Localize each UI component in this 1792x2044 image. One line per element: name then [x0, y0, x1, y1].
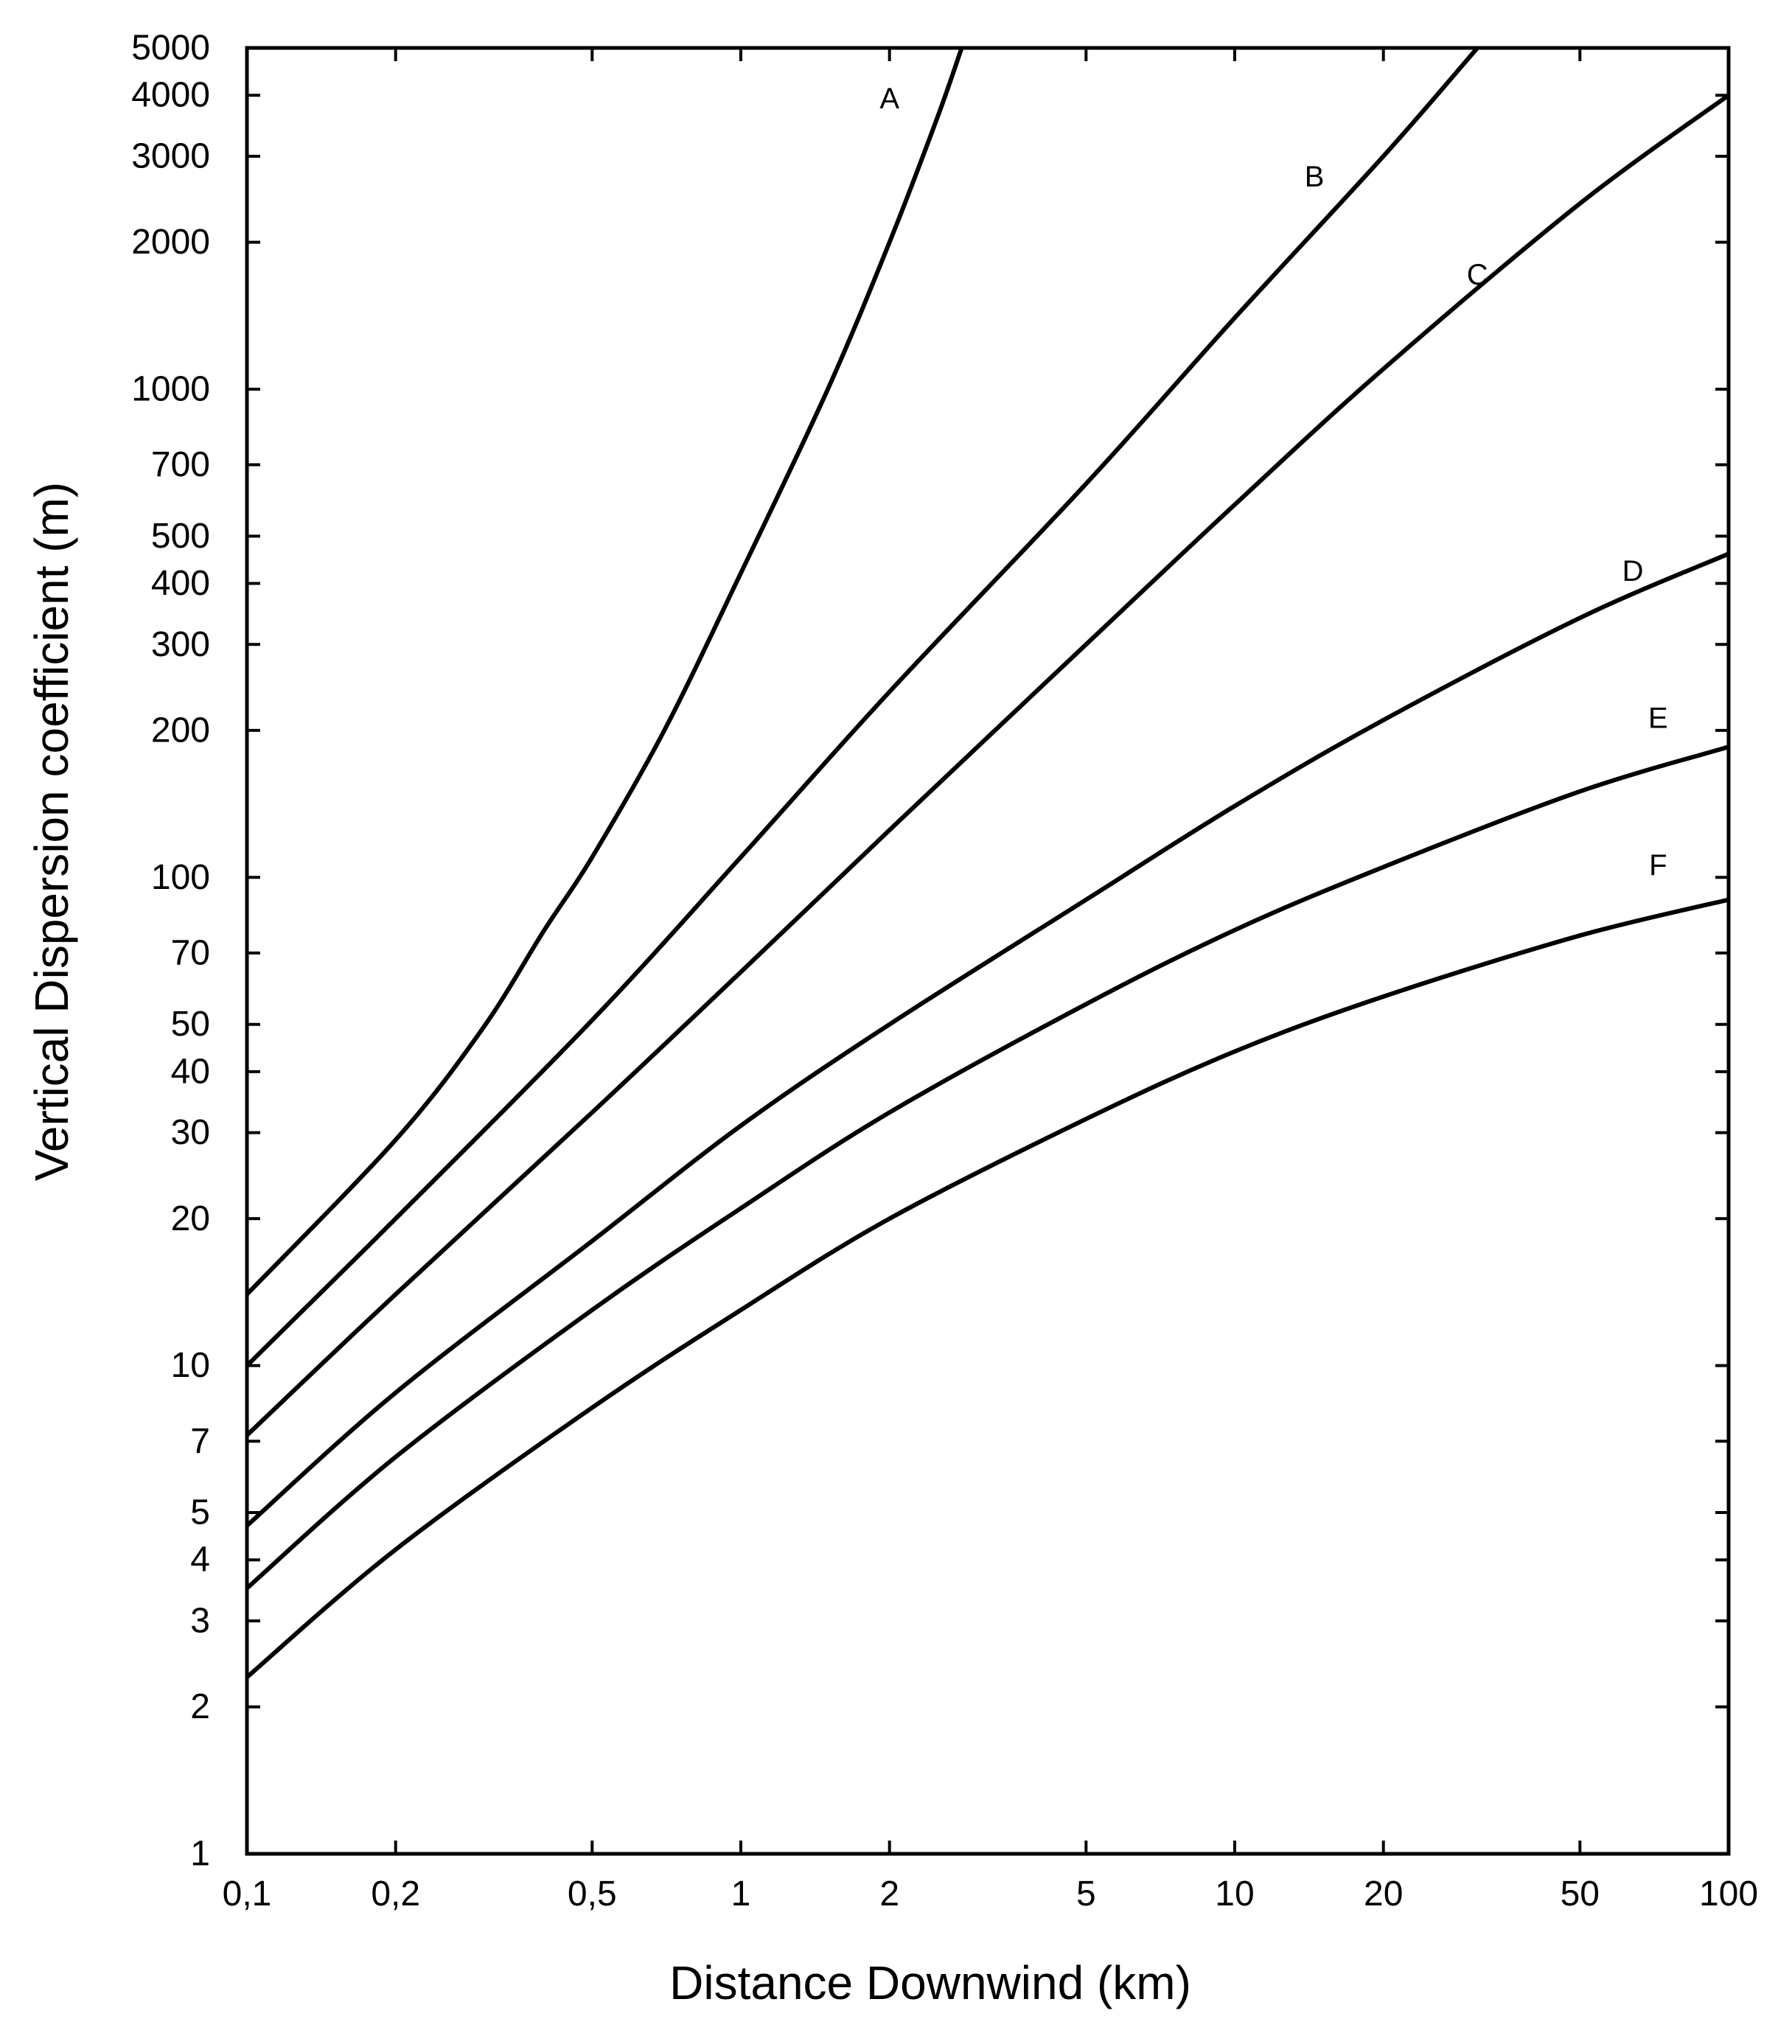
y-tick-label: 70 — [171, 933, 210, 972]
x-tick-label: 10 — [1215, 1874, 1254, 1914]
y-tick-label: 5000 — [131, 29, 210, 68]
curve-label-c: C — [1467, 259, 1488, 291]
y-tick-label: 500 — [151, 517, 210, 556]
curve-label-d: D — [1622, 555, 1644, 587]
ticks-layer: 0,1 0,2 0,5 1 2 5 10 20 50 100 1 2 3 4 5 7 10 20 30 40 50 70 1… — [131, 29, 1758, 1914]
curve-label-b: B — [1305, 161, 1325, 193]
y-tick-label: 1 — [190, 1835, 210, 1874]
x-tick-label: 0,5 — [568, 1874, 617, 1914]
y-tick-label: 200 — [151, 711, 210, 750]
curve-c — [247, 93, 1729, 1438]
y-tick-label: 300 — [151, 625, 210, 664]
y-axis-title: Vertical Dispersion coefficient (m) — [25, 482, 78, 1182]
curve-f — [247, 897, 1729, 1680]
y-tick-label: 2 — [190, 1687, 210, 1726]
x-tick-label: 5 — [1076, 1874, 1096, 1914]
plot-frame — [245, 46, 1731, 1856]
curve-b — [247, 48, 1480, 1368]
y-tick-label: 1000 — [131, 370, 210, 409]
y-tick-label: 100 — [151, 858, 210, 897]
y-tick-label: 20 — [171, 1199, 210, 1238]
curves-layer — [247, 48, 1729, 1680]
y-tick-label: 50 — [171, 1005, 210, 1044]
y-tick-label: 7 — [190, 1422, 210, 1461]
y-tick-label: 30 — [171, 1113, 210, 1152]
curve-label-f: F — [1649, 849, 1667, 882]
y-tick-label: 3 — [190, 1602, 210, 1641]
curve-e — [247, 744, 1729, 1591]
x-axis-title: Distance Downwind (km) — [669, 1956, 1191, 2009]
curve-label-a: A — [879, 83, 899, 115]
x-tick-label: 50 — [1561, 1874, 1600, 1914]
y-tick-label: 3000 — [131, 136, 210, 175]
y-tick-label: 2000 — [131, 223, 210, 262]
y-tick-label: 400 — [151, 564, 210, 603]
x-tick-label: 2 — [879, 1874, 899, 1914]
curve-label-e: E — [1648, 702, 1668, 734]
y-tick-label: 700 — [151, 445, 210, 484]
curve-d — [247, 551, 1729, 1528]
y-tick-label: 5 — [190, 1493, 210, 1532]
y-tick-label: 40 — [171, 1052, 210, 1091]
y-tick-label: 4000 — [131, 76, 210, 115]
x-tick-label: 0,1 — [223, 1874, 272, 1914]
curve-labels-layer: A B C D E F — [879, 83, 1667, 882]
x-tick-label: 0,2 — [371, 1874, 420, 1914]
x-tick-label: 20 — [1364, 1874, 1403, 1914]
y-tick-label: 10 — [171, 1346, 210, 1385]
curve-a — [247, 48, 964, 1297]
x-tick-label: 100 — [1699, 1874, 1758, 1914]
y-tick-label: 4 — [190, 1541, 210, 1580]
x-tick-label: 1 — [731, 1874, 751, 1914]
